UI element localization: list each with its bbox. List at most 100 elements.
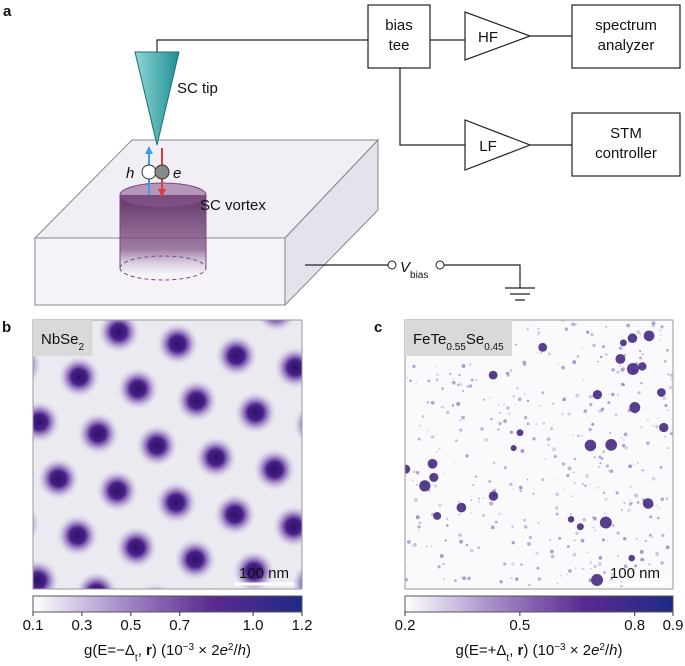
speckle <box>428 489 431 492</box>
vortex <box>605 439 618 451</box>
speckle <box>554 506 559 510</box>
colorbar <box>404 595 674 613</box>
speckle <box>572 552 577 557</box>
speckle <box>604 497 608 501</box>
speckle <box>552 402 555 405</box>
speckle <box>572 471 576 474</box>
speckle <box>554 455 557 459</box>
speckle <box>482 398 486 401</box>
speckle <box>535 551 539 555</box>
vortex <box>36 456 81 501</box>
speckle <box>461 415 465 420</box>
speckle <box>532 492 535 495</box>
vortex <box>615 354 626 364</box>
speckle <box>626 323 631 328</box>
speckle <box>475 379 478 381</box>
speckle <box>556 582 559 585</box>
speckle <box>610 573 614 576</box>
speckle <box>488 480 492 483</box>
vortex <box>252 447 297 492</box>
vortex <box>231 549 276 589</box>
speckle <box>459 539 464 544</box>
speckle <box>465 454 469 458</box>
vortex <box>155 321 200 366</box>
speckle <box>510 576 513 580</box>
vortex <box>584 439 597 452</box>
speckle <box>430 400 435 405</box>
speckle <box>639 350 642 353</box>
speckle <box>636 501 640 504</box>
speckle <box>553 479 556 481</box>
vortex <box>538 342 548 352</box>
speckle <box>537 331 541 335</box>
speckle <box>618 346 623 351</box>
speckle <box>599 355 603 359</box>
text-part: 0.45 <box>484 342 504 353</box>
speckle <box>416 484 419 486</box>
text-part: t <box>506 653 509 662</box>
colorbar-tick-label: 0.5 <box>509 617 530 634</box>
speckle <box>425 428 427 431</box>
speckle <box>616 393 620 396</box>
speckle <box>667 409 669 411</box>
speckle <box>499 411 501 414</box>
speckle <box>548 539 552 542</box>
speckle <box>636 462 639 464</box>
speckle <box>663 359 667 363</box>
speckle <box>454 579 457 582</box>
speckle <box>517 397 522 402</box>
speckle <box>567 466 572 471</box>
speckle <box>664 435 667 438</box>
stm-box <box>571 112 681 177</box>
vortex <box>567 516 575 523</box>
speckle <box>509 482 513 487</box>
colorbar-label: g(E=+Δt, r) (10−3 × 2e2/h) <box>456 642 623 662</box>
speckle <box>658 507 660 510</box>
speckle <box>508 412 511 415</box>
speckle <box>454 439 458 443</box>
text-part: e <box>591 642 599 659</box>
text-part: / <box>605 642 610 659</box>
terminal <box>387 260 397 270</box>
speckle <box>607 401 611 405</box>
speckle <box>616 531 620 535</box>
speckle <box>608 393 610 395</box>
speckle <box>418 521 421 524</box>
vortex <box>429 472 439 482</box>
colorbar-tick-label: 1.2 <box>292 617 313 634</box>
speckle <box>526 327 530 331</box>
text-part: 2 <box>599 642 605 653</box>
speckle <box>620 382 624 386</box>
colorbar-tick-label: 0.3 <box>71 617 92 634</box>
speckle <box>515 577 519 581</box>
nbse2-map <box>33 320 302 589</box>
vortex <box>629 402 641 413</box>
speckle <box>480 427 484 431</box>
speckle <box>640 382 643 385</box>
speckle <box>657 417 659 419</box>
speckle <box>434 365 437 368</box>
speckle <box>511 562 515 567</box>
speckle <box>646 441 650 445</box>
map-frame <box>32 319 303 590</box>
speckle <box>451 404 455 407</box>
hole <box>141 164 157 180</box>
speckle <box>426 400 430 404</box>
speckle <box>584 484 587 487</box>
speckle <box>623 501 626 505</box>
text-part: r <box>518 642 524 659</box>
spectrum-label: analyzer <box>598 37 655 54</box>
speckle <box>621 443 626 448</box>
speckle <box>603 570 606 574</box>
speckle <box>572 360 577 365</box>
speckle <box>456 401 461 406</box>
speckle <box>611 392 615 397</box>
speckle <box>518 485 523 490</box>
vortex <box>256 320 297 333</box>
speckle <box>482 497 484 499</box>
speckle <box>415 470 420 475</box>
speckle <box>597 360 599 363</box>
speckle <box>494 520 498 524</box>
speckle <box>477 546 481 550</box>
